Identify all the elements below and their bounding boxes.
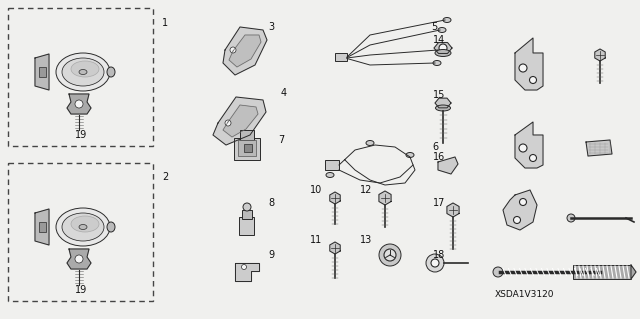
Bar — [238, 140, 256, 156]
Text: 1: 1 — [162, 18, 168, 28]
Text: 18: 18 — [433, 250, 445, 260]
Circle shape — [384, 249, 396, 261]
Polygon shape — [235, 263, 259, 281]
Ellipse shape — [71, 216, 99, 232]
Polygon shape — [379, 191, 391, 205]
Text: 9: 9 — [268, 250, 274, 260]
Text: 5: 5 — [431, 22, 437, 32]
Text: 19: 19 — [75, 130, 87, 140]
Bar — [242, 210, 252, 219]
Ellipse shape — [56, 208, 110, 246]
Text: 4: 4 — [281, 88, 287, 98]
Bar — [240, 130, 254, 140]
Ellipse shape — [62, 213, 104, 241]
Circle shape — [426, 254, 444, 272]
Text: XSDA1V3120: XSDA1V3120 — [495, 290, 554, 299]
Bar — [39, 222, 46, 232]
Text: 15: 15 — [433, 90, 445, 100]
Text: 10: 10 — [310, 185, 323, 195]
Text: 8: 8 — [268, 198, 274, 208]
Polygon shape — [447, 203, 459, 217]
Text: 2: 2 — [162, 172, 168, 182]
Text: 3: 3 — [268, 22, 274, 32]
Polygon shape — [213, 97, 266, 145]
Circle shape — [379, 244, 401, 266]
Polygon shape — [229, 35, 261, 67]
Bar — [335, 53, 347, 61]
Ellipse shape — [436, 48, 444, 53]
Bar — [573, 265, 631, 279]
Ellipse shape — [71, 61, 99, 77]
Polygon shape — [435, 98, 451, 108]
Polygon shape — [595, 49, 605, 61]
Polygon shape — [35, 209, 49, 245]
Bar — [234, 138, 260, 160]
Text: 14: 14 — [433, 35, 445, 45]
Ellipse shape — [433, 61, 441, 65]
Circle shape — [75, 100, 83, 108]
Text: 19: 19 — [75, 285, 87, 295]
Polygon shape — [223, 105, 258, 137]
Ellipse shape — [443, 18, 451, 23]
Ellipse shape — [62, 58, 104, 86]
Ellipse shape — [107, 222, 115, 232]
Bar — [325, 160, 339, 170]
Circle shape — [75, 255, 83, 263]
Polygon shape — [515, 122, 543, 168]
Circle shape — [529, 77, 536, 84]
Text: 6: 6 — [432, 142, 438, 152]
Ellipse shape — [435, 105, 451, 111]
Circle shape — [519, 144, 527, 152]
Polygon shape — [438, 157, 458, 174]
Ellipse shape — [107, 67, 115, 77]
Polygon shape — [67, 249, 91, 269]
Text: 12: 12 — [360, 185, 372, 195]
Ellipse shape — [79, 70, 87, 75]
Circle shape — [439, 44, 447, 52]
Bar — [244, 144, 252, 152]
Circle shape — [431, 259, 439, 267]
Circle shape — [529, 154, 536, 161]
Text: 16: 16 — [433, 152, 445, 162]
Text: 17: 17 — [433, 198, 445, 208]
Polygon shape — [35, 54, 49, 90]
Circle shape — [241, 264, 246, 270]
Text: 13: 13 — [360, 235, 372, 245]
Polygon shape — [586, 140, 612, 156]
Bar — [239, 217, 254, 235]
Ellipse shape — [56, 53, 110, 91]
Circle shape — [230, 47, 236, 53]
Circle shape — [493, 267, 503, 277]
Circle shape — [513, 217, 520, 224]
Circle shape — [519, 64, 527, 72]
Circle shape — [520, 198, 527, 205]
Ellipse shape — [438, 27, 446, 33]
Polygon shape — [503, 190, 537, 230]
Circle shape — [567, 214, 575, 222]
Polygon shape — [330, 192, 340, 204]
Circle shape — [225, 120, 231, 126]
Text: 7: 7 — [278, 135, 284, 145]
Polygon shape — [223, 27, 267, 75]
Text: 11: 11 — [310, 235, 323, 245]
Bar — [39, 67, 46, 77]
Polygon shape — [67, 94, 91, 114]
Polygon shape — [434, 42, 452, 54]
Polygon shape — [515, 38, 543, 90]
Ellipse shape — [366, 140, 374, 145]
Polygon shape — [631, 265, 636, 279]
Ellipse shape — [435, 49, 451, 56]
Ellipse shape — [406, 152, 414, 158]
Circle shape — [243, 203, 251, 211]
Polygon shape — [330, 242, 340, 254]
Ellipse shape — [326, 173, 334, 177]
Ellipse shape — [79, 225, 87, 229]
